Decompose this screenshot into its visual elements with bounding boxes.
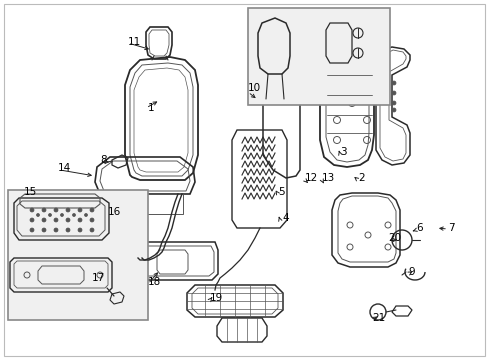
Circle shape xyxy=(54,218,58,222)
Circle shape xyxy=(30,228,34,232)
Circle shape xyxy=(391,81,395,85)
Text: 9: 9 xyxy=(407,267,414,277)
Text: 15: 15 xyxy=(24,187,37,197)
Circle shape xyxy=(54,208,58,212)
Circle shape xyxy=(66,208,70,212)
Circle shape xyxy=(42,208,46,212)
Circle shape xyxy=(391,101,395,105)
Text: 5: 5 xyxy=(278,187,284,197)
Text: 11: 11 xyxy=(128,37,141,47)
Circle shape xyxy=(384,88,388,92)
Circle shape xyxy=(391,108,395,112)
Text: 21: 21 xyxy=(371,313,385,323)
Circle shape xyxy=(78,218,82,222)
Text: 2: 2 xyxy=(357,173,364,183)
Circle shape xyxy=(391,91,395,95)
Circle shape xyxy=(90,208,94,212)
Circle shape xyxy=(90,228,94,232)
Bar xyxy=(8,190,148,320)
Text: 1: 1 xyxy=(148,103,154,113)
Circle shape xyxy=(37,213,40,216)
Text: 17: 17 xyxy=(92,273,105,283)
Text: 8: 8 xyxy=(100,155,106,165)
Text: 20: 20 xyxy=(387,233,400,243)
Circle shape xyxy=(54,228,58,232)
Circle shape xyxy=(78,228,82,232)
Text: 10: 10 xyxy=(247,83,261,93)
Circle shape xyxy=(72,213,75,216)
Circle shape xyxy=(30,218,34,222)
Text: 16: 16 xyxy=(108,207,121,217)
Circle shape xyxy=(48,213,51,216)
Text: 4: 4 xyxy=(282,213,288,223)
Text: 14: 14 xyxy=(58,163,71,173)
Circle shape xyxy=(90,218,94,222)
Text: 18: 18 xyxy=(148,277,161,287)
Circle shape xyxy=(30,208,34,212)
Text: 12: 12 xyxy=(305,173,318,183)
Circle shape xyxy=(78,208,82,212)
Text: 7: 7 xyxy=(447,223,454,233)
Circle shape xyxy=(384,98,388,102)
Circle shape xyxy=(61,213,63,216)
Circle shape xyxy=(66,218,70,222)
Text: 13: 13 xyxy=(321,173,335,183)
Circle shape xyxy=(84,213,87,216)
Bar xyxy=(247,8,389,105)
Text: 6: 6 xyxy=(415,223,422,233)
Circle shape xyxy=(66,228,70,232)
Circle shape xyxy=(42,228,46,232)
Circle shape xyxy=(42,218,46,222)
Text: 3: 3 xyxy=(339,147,346,157)
Text: 19: 19 xyxy=(209,293,223,303)
